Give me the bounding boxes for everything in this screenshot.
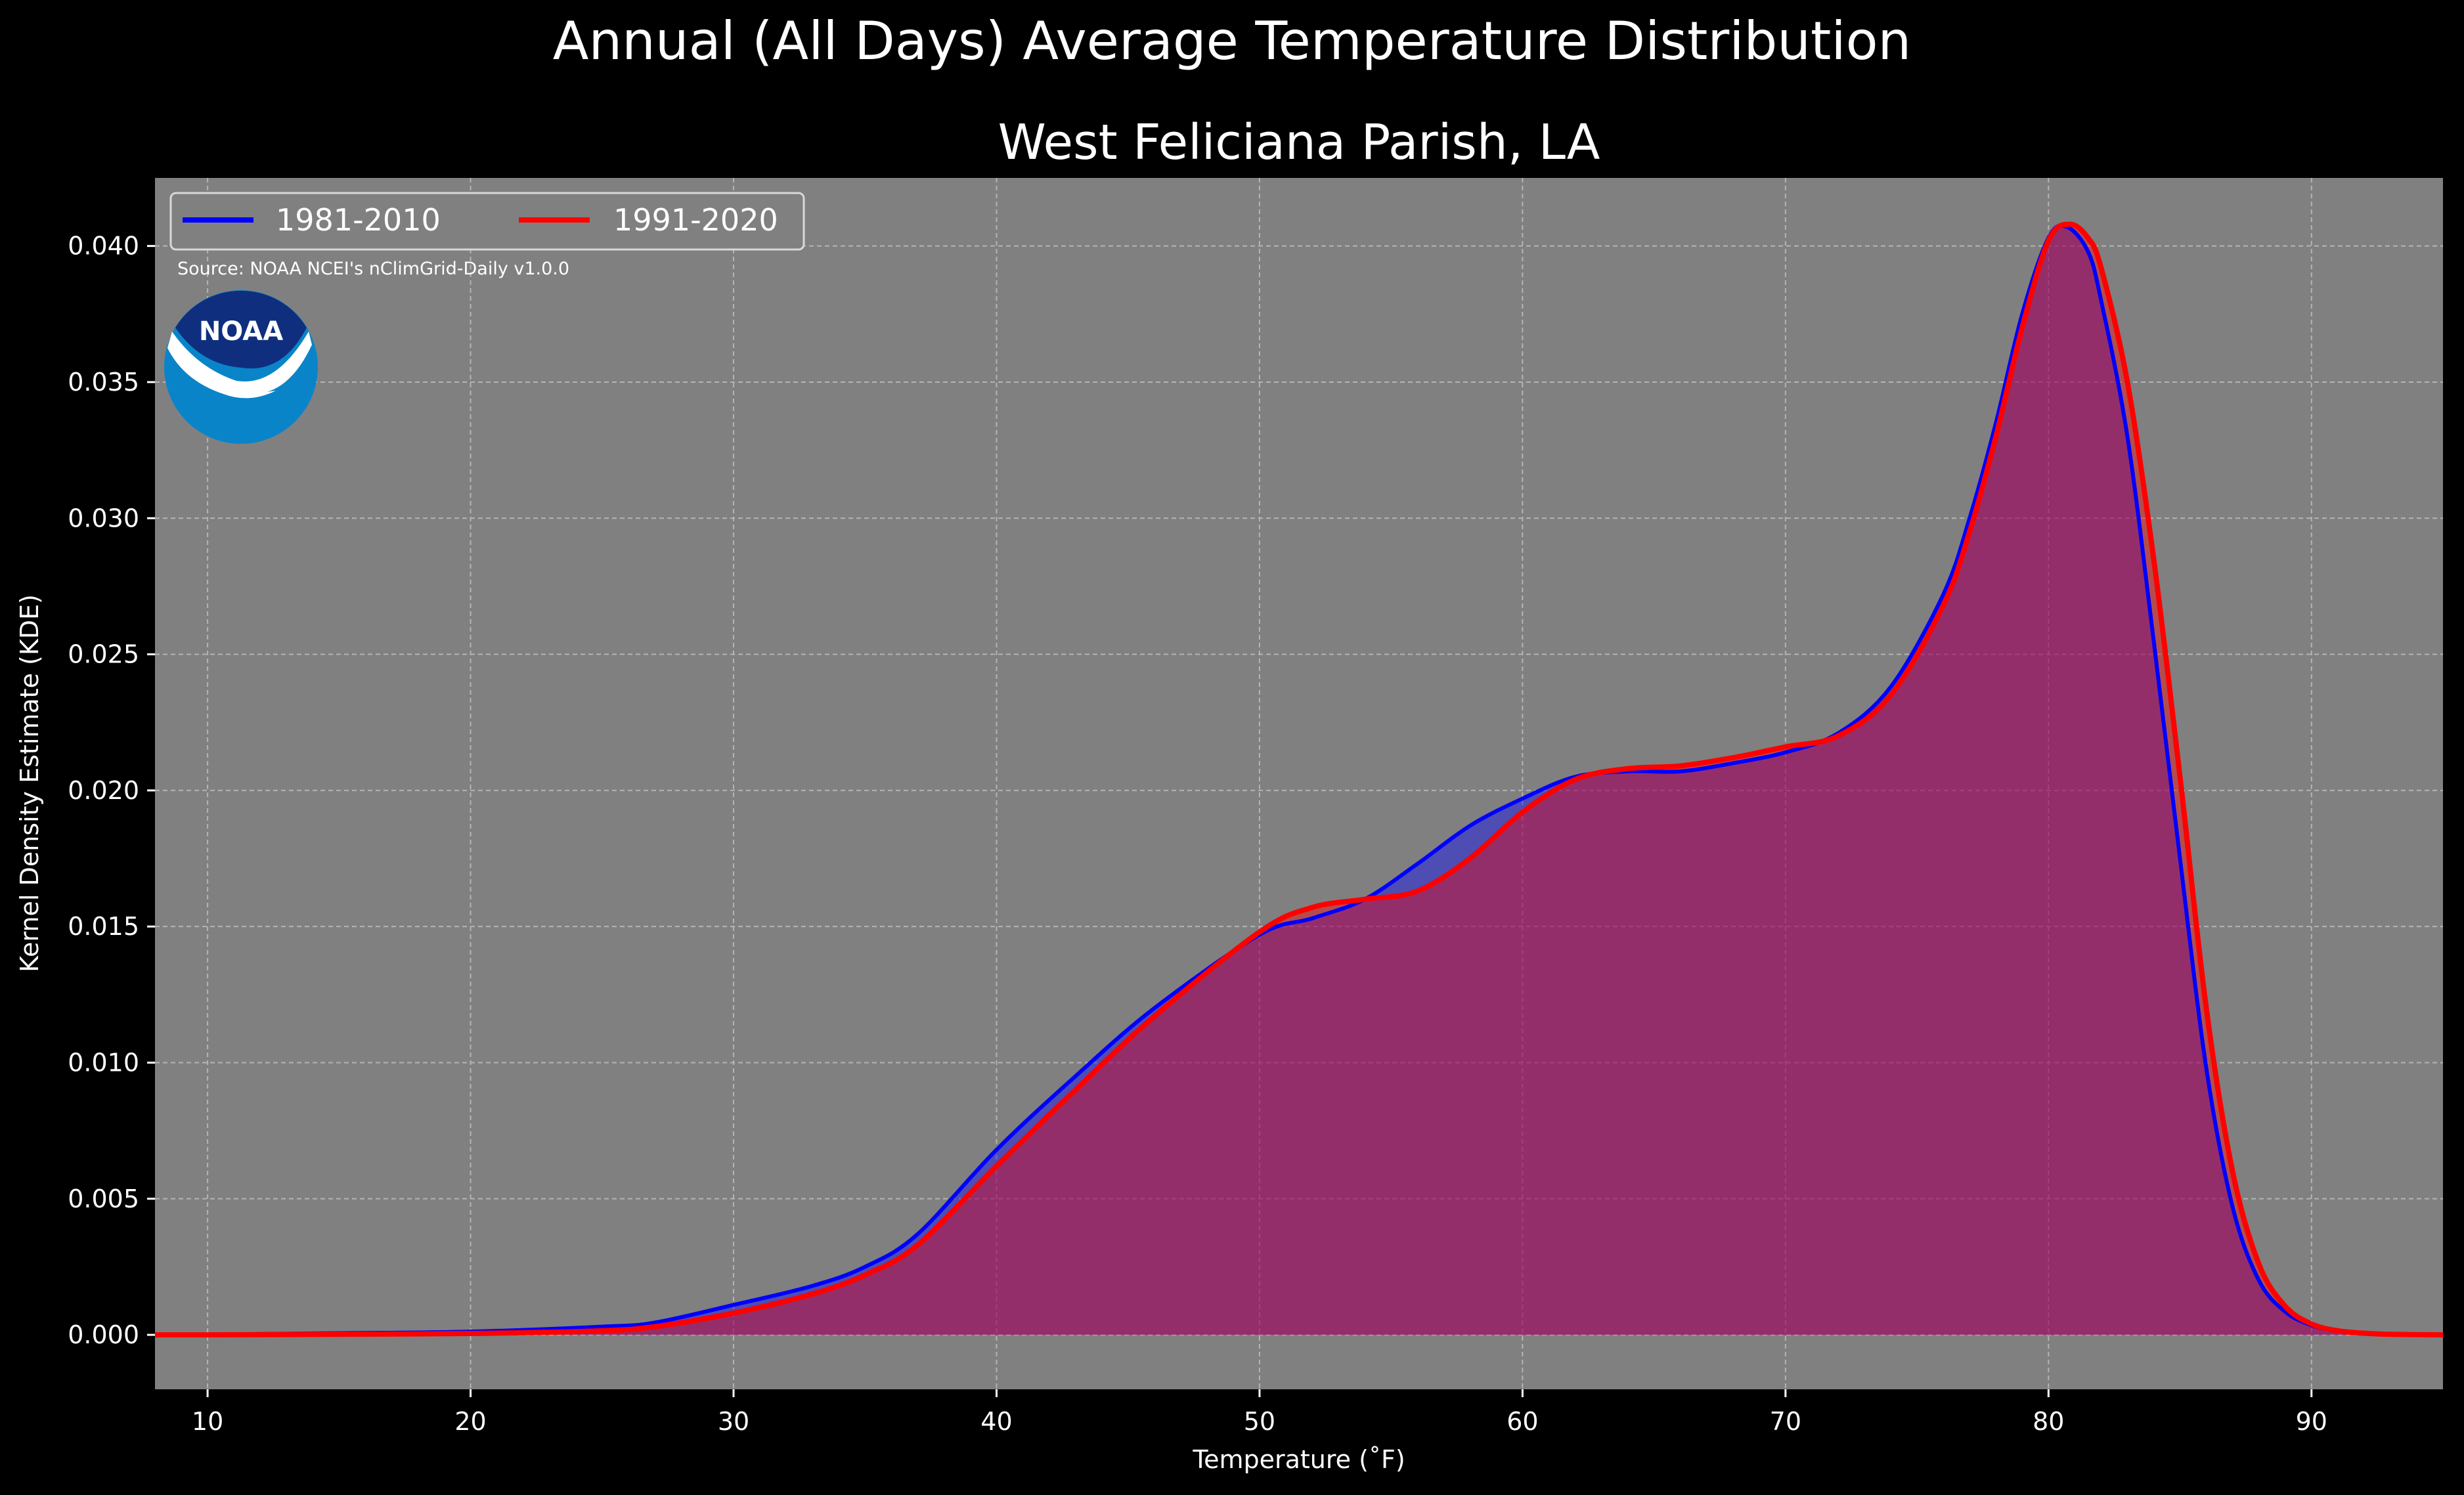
legend-frame	[169, 192, 805, 251]
series-line-1991-2020	[154, 221, 2444, 1338]
series-fill-1991-2020	[155, 224, 2443, 1335]
legend-label-1981-2010: 1981-2010	[276, 202, 441, 238]
series-lines	[154, 221, 2444, 1338]
figure-suptitle: Annual (All Days) Average Temperature Di…	[553, 11, 1911, 72]
plot-area	[155, 178, 2443, 1389]
y-tick-label: 0.005	[68, 1184, 139, 1213]
x-tick-label: 70	[1770, 1407, 1801, 1436]
logo-wordmark: NOAA	[199, 316, 283, 347]
y-tick-label: 0.035	[68, 368, 139, 397]
x-tick-label: 30	[718, 1407, 749, 1436]
x-tick-label: 80	[2033, 1407, 2064, 1436]
legend-label-1991-2020: 1991-2020	[613, 202, 778, 238]
x-tick-label: 50	[1244, 1407, 1275, 1436]
series-fill-1981-2010	[155, 225, 2443, 1335]
y-axis-label: Kernel Density Estimate (KDE)	[15, 594, 44, 972]
source-note: Source: NOAA NCEI's nClimGrid-Daily v1.0…	[177, 259, 569, 279]
y-tick-label: 0.020	[68, 776, 139, 805]
series-line-1981-2010	[154, 223, 2444, 1337]
y-tick-label: 0.015	[68, 912, 139, 941]
x-tick-label: 40	[980, 1407, 1012, 1436]
y-tick-label: 0.025	[68, 640, 139, 669]
x-tick-label: 20	[454, 1407, 486, 1436]
x-tick-label: 60	[1507, 1407, 1538, 1436]
x-axis-label: Temperature (˚F)	[1192, 1445, 1405, 1474]
y-axis: 0.000 0.005 0.010 0.015 0.020 0.025 0.030 0.035…	[68, 232, 155, 1349]
logo-gull-wave	[167, 332, 312, 399]
x-tick-label: 90	[2296, 1407, 2327, 1436]
series-fills	[155, 224, 2443, 1335]
x-axis: 10 20 30 40 50 60 70 80 90	[192, 1389, 2327, 1436]
y-tick-label: 0.040	[68, 232, 139, 261]
y-tick-label: 0.000	[68, 1320, 139, 1349]
grid-lines	[155, 178, 2443, 1389]
legend: 1981-2010 1991-2020	[169, 192, 805, 251]
chart-title: West Feliciana Parish, LA	[998, 114, 1600, 171]
y-tick-label: 0.030	[68, 504, 139, 532]
logo-top-dark	[175, 290, 307, 369]
noaa-logo-icon: NOAA	[164, 290, 318, 444]
x-tick-label: 10	[192, 1407, 223, 1436]
y-tick-label: 0.010	[68, 1048, 139, 1077]
